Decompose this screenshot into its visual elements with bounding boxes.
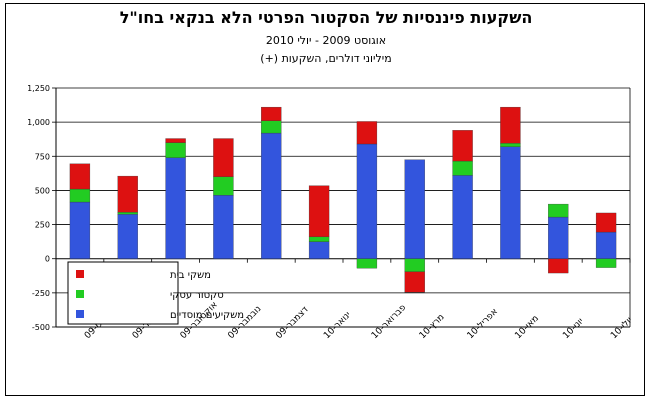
y-tick-label: 1,250 bbox=[27, 84, 50, 93]
bar-segment bbox=[595, 258, 617, 268]
y-tick-label: -250 bbox=[32, 289, 50, 298]
bar-segment bbox=[261, 106, 282, 121]
bar-segment bbox=[308, 185, 330, 238]
x-tick-label: יולי-10 bbox=[609, 315, 635, 341]
bar-segment bbox=[165, 142, 186, 158]
legend-label: משקיעים מוסדיים bbox=[170, 310, 244, 321]
bar-segment bbox=[500, 143, 521, 147]
x-tick-label: דצמבר-09 bbox=[274, 305, 310, 341]
bar-segment bbox=[595, 212, 617, 233]
bar-segment bbox=[356, 143, 378, 259]
legend-swatch bbox=[76, 290, 84, 298]
bar-segment bbox=[500, 106, 521, 144]
bar-segment bbox=[261, 120, 282, 134]
bar-segment bbox=[356, 121, 378, 145]
legend-swatch bbox=[76, 270, 84, 278]
bar-segment bbox=[165, 157, 186, 259]
legend-label: משקי בית bbox=[170, 270, 211, 281]
bar-segment bbox=[548, 216, 569, 259]
bar-segment bbox=[404, 271, 425, 293]
y-tick-label: 250 bbox=[35, 221, 50, 230]
bar-segment bbox=[213, 195, 234, 259]
bar-segment bbox=[261, 132, 282, 259]
legend bbox=[67, 261, 179, 325]
bar-segment bbox=[117, 214, 138, 259]
bar-segment bbox=[165, 138, 186, 143]
bar-segment bbox=[117, 212, 138, 215]
bar-segment bbox=[595, 231, 617, 259]
bar-segment bbox=[213, 176, 234, 196]
bar-segment bbox=[404, 159, 425, 259]
x-tick-label: יוני-10 bbox=[561, 317, 586, 342]
bar-segment bbox=[69, 201, 91, 259]
x-tick-label: אפריל-10 bbox=[466, 307, 500, 341]
y-tick-label: 500 bbox=[35, 186, 50, 195]
bar-segment bbox=[308, 241, 330, 259]
bar-segment bbox=[69, 188, 91, 203]
bar-segment bbox=[69, 163, 91, 190]
chart-subtitle: אוגוסט 2009 - יולי 2010 bbox=[265, 34, 387, 47]
bar-segment bbox=[548, 203, 569, 218]
x-tick-label: פברואר-10 bbox=[370, 303, 409, 342]
legend-label: סקטור עסקי bbox=[170, 290, 224, 301]
bar-segment bbox=[452, 130, 473, 162]
chart-title: השקעות פיננסיות של הסקטור הפרטי הלא בנקא… bbox=[119, 8, 533, 27]
bar-segment bbox=[404, 258, 425, 272]
bar-segment bbox=[500, 146, 521, 259]
y-tick-label: -500 bbox=[32, 323, 50, 332]
x-tick-label: ינואר-10 bbox=[322, 310, 353, 341]
bar-segment bbox=[548, 258, 569, 274]
y-tick-label: 750 bbox=[35, 152, 50, 161]
bar-segment bbox=[308, 236, 330, 242]
bar-segment bbox=[356, 258, 378, 269]
bar-segment bbox=[452, 175, 473, 259]
bar-segment bbox=[117, 175, 138, 213]
legend-swatch bbox=[76, 310, 84, 318]
bar-segment bbox=[213, 138, 234, 177]
bar-segment bbox=[452, 160, 473, 176]
y-tick-label: 1,000 bbox=[27, 118, 50, 127]
chart-units-label: מיליוני דולרים, השקעות (+) bbox=[260, 52, 392, 65]
y-tick-label: 0 bbox=[45, 255, 50, 264]
